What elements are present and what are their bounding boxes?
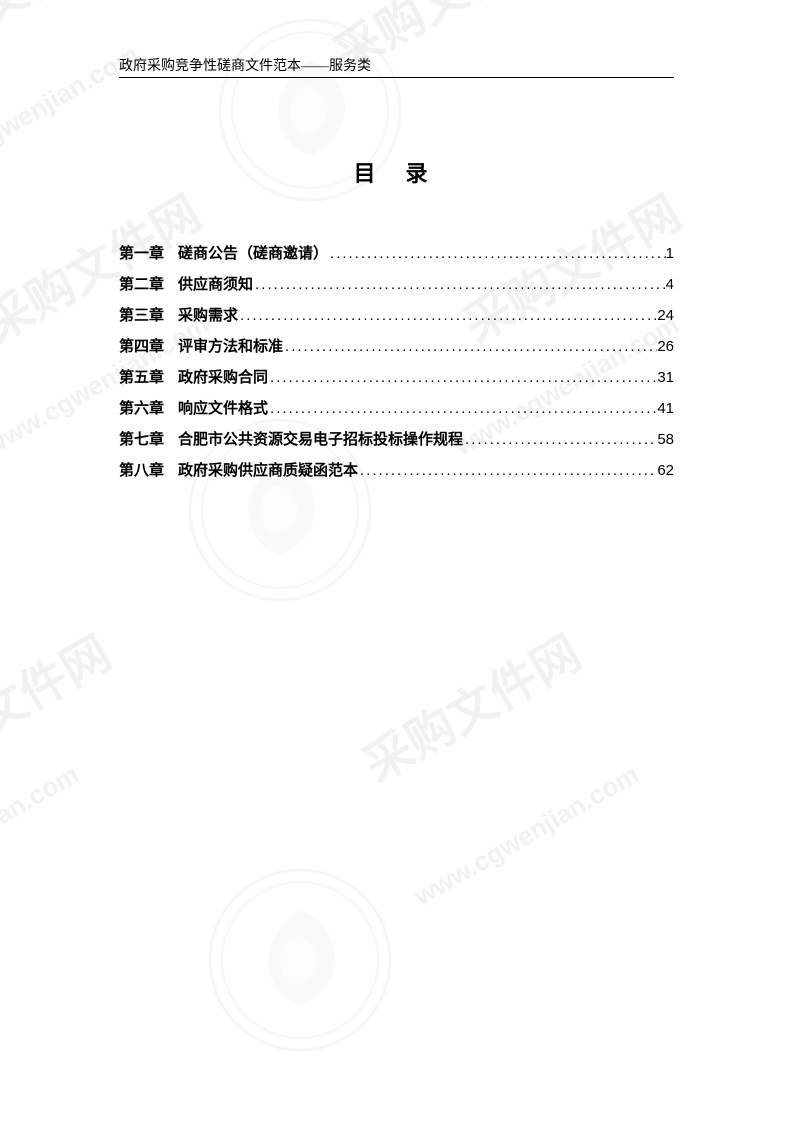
toc-page: 41 [657, 400, 674, 417]
toc-page: 4 [666, 276, 674, 293]
toc-entry: 第二章 供应商须知 4 [119, 273, 674, 294]
toc-item-title: 响应文件格式 [178, 397, 268, 418]
toc-item-title: 评审方法和标准 [178, 335, 283, 356]
toc-chapter: 第三章 [119, 304, 164, 325]
toc-page: 24 [657, 307, 674, 324]
toc-chapter: 第一章 [119, 242, 164, 263]
toc-page: 62 [657, 462, 674, 479]
toc-item-title: 政府采购供应商质疑函范本 [178, 459, 358, 480]
page-header-text: 政府采购竞争性磋商文件范本——服务类 [119, 59, 371, 74]
toc-dots [253, 276, 666, 293]
toc-chapter: 第五章 [119, 366, 164, 387]
watermark-url: www.cgwenjian.com [0, 759, 84, 913]
toc-dots [358, 462, 657, 479]
toc-entry: 第五章 政府采购合同 31 [119, 366, 674, 387]
toc-page: 58 [657, 431, 674, 448]
toc-entry: 第三章 采购需求 24 [119, 304, 674, 325]
toc-chapter: 第二章 [119, 273, 164, 294]
toc-item-title: 供应商须知 [178, 273, 253, 294]
watermark-logo-icon [200, 860, 400, 1060]
toc-entry: 第六章 响应文件格式 41 [119, 397, 674, 418]
toc-entry: 第四章 评审方法和标准 26 [119, 335, 674, 356]
page-content: 政府采购竞争性磋商文件范本——服务类 目 录 第一章 磋商公告（磋商邀请） 1 … [0, 0, 793, 480]
watermark-url: www.cgwenjian.com [409, 759, 644, 913]
toc-entry: 第一章 磋商公告（磋商邀请） 1 [119, 242, 674, 263]
toc-entry: 第八章 政府采购供应商质疑函范本 62 [119, 459, 674, 480]
toc-dots [238, 307, 657, 324]
toc-dots [268, 369, 657, 386]
toc-item-title: 合肥市公共资源交易电子招标投标操作规程 [178, 428, 463, 449]
watermark-text: 采购文件网 [0, 615, 121, 796]
toc-page: 26 [657, 338, 674, 355]
toc-chapter: 第八章 [119, 459, 164, 480]
toc-item-title: 采购需求 [178, 304, 238, 325]
toc-title: 目 录 [119, 156, 674, 188]
toc-page: 1 [666, 245, 674, 262]
toc-dots [463, 431, 657, 448]
page-header: 政府采购竞争性磋商文件范本——服务类 [119, 55, 674, 78]
watermark-text: 采购文件网 [349, 615, 592, 796]
toc-chapter: 第六章 [119, 397, 164, 418]
toc-page: 31 [657, 369, 674, 386]
toc-item-title: 磋商公告（磋商邀请） [178, 242, 328, 263]
toc-item-title: 政府采购合同 [178, 366, 268, 387]
toc-entry: 第七章 合肥市公共资源交易电子招标投标操作规程 58 [119, 428, 674, 449]
toc-list: 第一章 磋商公告（磋商邀请） 1 第二章 供应商须知 4 第三章 采购需求 24… [119, 242, 674, 480]
toc-title-text: 目 录 [353, 161, 439, 186]
toc-dots [328, 245, 666, 262]
toc-dots [283, 338, 657, 355]
toc-dots [268, 400, 657, 417]
toc-chapter: 第四章 [119, 335, 164, 356]
toc-chapter: 第七章 [119, 428, 164, 449]
